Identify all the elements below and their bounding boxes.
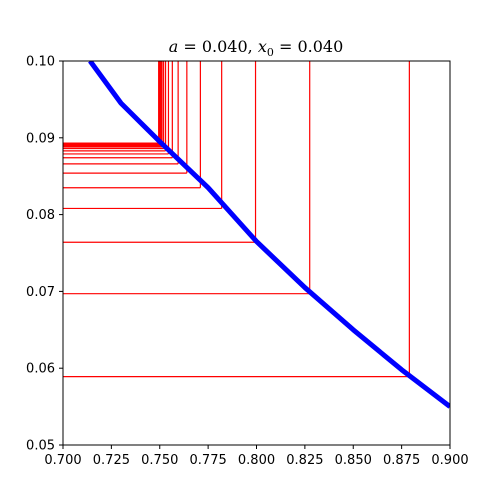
y-tick-label: 0.10	[26, 55, 55, 70]
x-axis: 0.700 0.725 0.750 0.775 0.800 0.825 0.850 0.875…	[44, 445, 469, 468]
curve-line	[88, 61, 450, 409]
y-tick-label: 0.06	[26, 362, 55, 377]
plot-area	[63, 61, 450, 409]
y-tick-label: 0.09	[26, 131, 55, 146]
y-tick-label: 0.05	[26, 439, 55, 454]
x-tick-label: 0.700	[44, 453, 81, 468]
x-tick-label: 0.750	[141, 453, 178, 468]
y-tick-label: 0.08	[26, 208, 55, 223]
y-tick-label: 0.07	[26, 285, 55, 300]
x-tick-label: 0.825	[286, 453, 323, 468]
x-tick-label: 0.850	[335, 453, 372, 468]
y-axis: 0.05 0.06 0.07 0.08 0.09 0.10	[26, 55, 63, 454]
cobweb-series	[63, 61, 410, 378]
chart-title: a = 0.040, x0 = 0.040	[169, 37, 344, 59]
x-tick-label: 0.800	[238, 453, 275, 468]
x-tick-label: 0.875	[383, 453, 420, 468]
x-tick-label: 0.900	[431, 453, 468, 468]
curve-series	[88, 61, 450, 409]
x-tick-label: 0.775	[190, 453, 227, 468]
x-tick-label: 0.725	[93, 453, 130, 468]
